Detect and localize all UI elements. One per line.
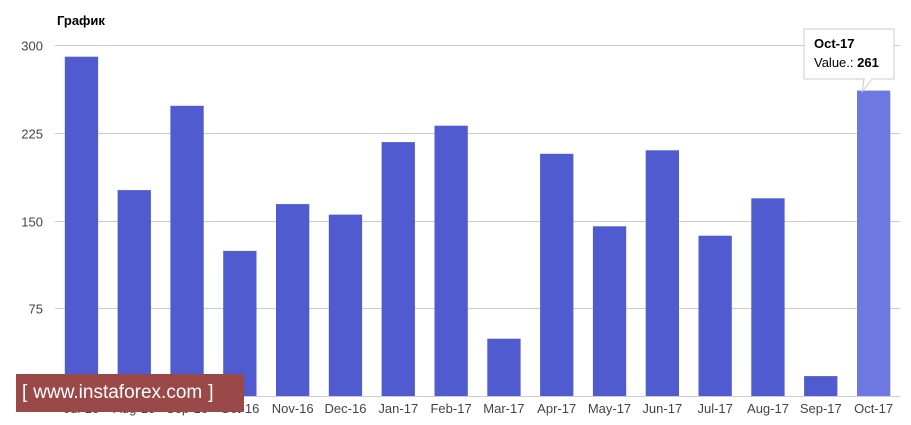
bar[interactable] [170, 105, 204, 397]
bar[interactable] [381, 142, 415, 396]
tooltip-value: 261 [857, 55, 879, 70]
y-axis-ticks: 075150225300 [21, 39, 43, 405]
tooltip-box [803, 28, 895, 93]
bar[interactable] [487, 338, 521, 396]
x-tick-label: Jun-17 [642, 401, 682, 416]
y-tick-label: 225 [21, 127, 43, 142]
tooltip-value-label: Value.: [814, 55, 854, 70]
bar[interactable] [223, 250, 257, 396]
x-tick-label: Mar-17 [483, 401, 524, 416]
x-tick-label: Jan-17 [378, 401, 418, 416]
bar[interactable] [645, 150, 679, 396]
watermark-open-bracket: [ [22, 382, 28, 403]
x-tick-label: May-17 [588, 401, 631, 416]
bar[interactable] [804, 376, 838, 396]
bar[interactable] [540, 153, 574, 396]
bar[interactable] [592, 226, 627, 396]
x-tick-label: Apr-17 [537, 401, 576, 416]
watermark-text: www.instaforex.com [33, 382, 203, 403]
x-tick-label: Nov-16 [272, 401, 314, 416]
y-tick-label: 300 [21, 39, 43, 54]
bar[interactable] [328, 214, 363, 396]
tooltip-value-line: Value.: 261 [814, 55, 879, 70]
watermark-close-bracket: ] [208, 382, 214, 403]
bar[interactable] [117, 190, 151, 396]
x-tick-label: Feb-17 [430, 401, 471, 416]
y-tick-label: 150 [21, 215, 43, 230]
bar[interactable] [64, 56, 99, 396]
x-tick-label: Aug-17 [747, 401, 789, 416]
y-tick-label: 75 [29, 302, 43, 317]
chart-title: График [57, 13, 105, 28]
x-tick-label: Dec-16 [325, 401, 367, 416]
x-tick-label: Sep-17 [800, 401, 842, 416]
bar[interactable] [857, 90, 891, 396]
tooltip: Oct-17 Value.: 261 [803, 28, 895, 93]
bars [64, 56, 891, 397]
x-tick-label: Oct-17 [854, 401, 893, 416]
bar[interactable] [751, 198, 785, 396]
bar[interactable] [276, 204, 310, 396]
tooltip-category: Oct-17 [814, 36, 854, 51]
x-tick-label: Jul-17 [697, 401, 732, 416]
watermark: [www.instaforex.com] [16, 374, 244, 412]
bar[interactable] [698, 235, 732, 396]
bar[interactable] [434, 125, 468, 396]
